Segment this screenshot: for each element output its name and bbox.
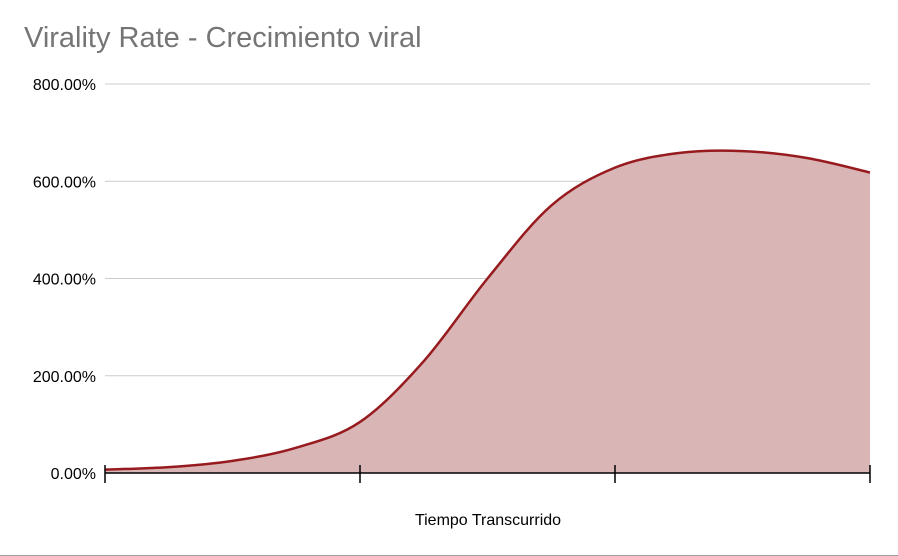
axes	[104, 465, 871, 483]
y-tick-label: 800.00%	[33, 77, 96, 94]
area-fill	[105, 150, 870, 474]
y-tick-label: 200.00%	[33, 369, 96, 386]
chart-title: Virality Rate - Crecimiento viral	[24, 22, 422, 54]
y-tick-label: 600.00%	[33, 174, 96, 191]
y-tick-label: 400.00%	[33, 272, 96, 289]
series-line	[104, 149, 871, 471]
y-tick-labels: 0.00% 200.00% 400.00% 600.00% 800.00%	[33, 77, 96, 483]
x-axis-label: Tiempo Transcurrido	[415, 512, 561, 529]
y-tick-label: 0.00%	[51, 466, 96, 483]
series-area	[104, 149, 871, 474]
